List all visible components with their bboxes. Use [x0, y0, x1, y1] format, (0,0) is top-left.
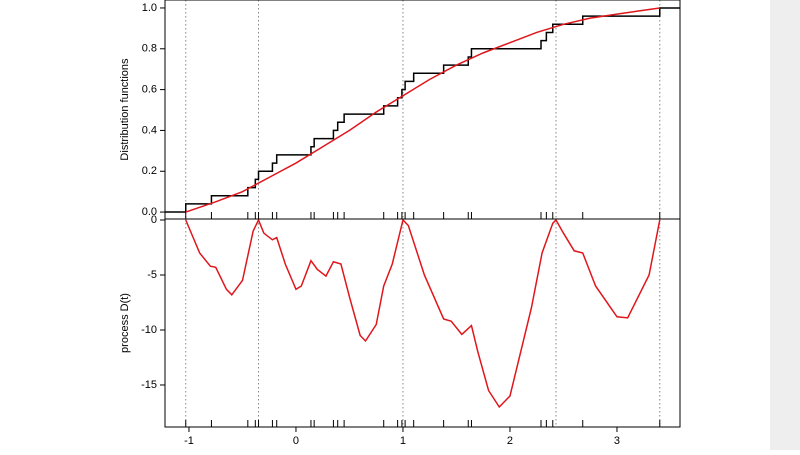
x-tick-label: 0: [293, 435, 299, 447]
y-tick-label: 0: [151, 214, 157, 226]
y-tick-label: 1.0: [142, 2, 157, 14]
plot-frame: [164, 218, 681, 428]
curve: [185, 218, 661, 409]
y-tick-label: 0.4: [142, 124, 157, 136]
y-tick-label: 0.8: [142, 43, 157, 55]
y-axis-label: Distribution functions: [119, 58, 131, 161]
y-tick-label: -5: [147, 269, 157, 281]
plot-frame: [164, 0, 681, 220]
y-tick-label: -10: [141, 324, 157, 336]
step-line: [165, 7, 680, 213]
x-tick-label: 1: [400, 435, 406, 447]
x-tick-label: 2: [507, 435, 513, 447]
x-tick-label: -1: [184, 435, 194, 447]
curve: [185, 7, 660, 213]
y-tick-label: 0.6: [142, 84, 157, 96]
y-tick-label: -15: [141, 379, 157, 391]
y-tick-label: 0.2: [142, 165, 157, 177]
y-axis-label: process D(t): [119, 293, 131, 353]
x-tick-label: 3: [614, 435, 620, 447]
edge-shade: [770, 0, 800, 450]
y-tick-label: 0.0: [142, 206, 157, 218]
